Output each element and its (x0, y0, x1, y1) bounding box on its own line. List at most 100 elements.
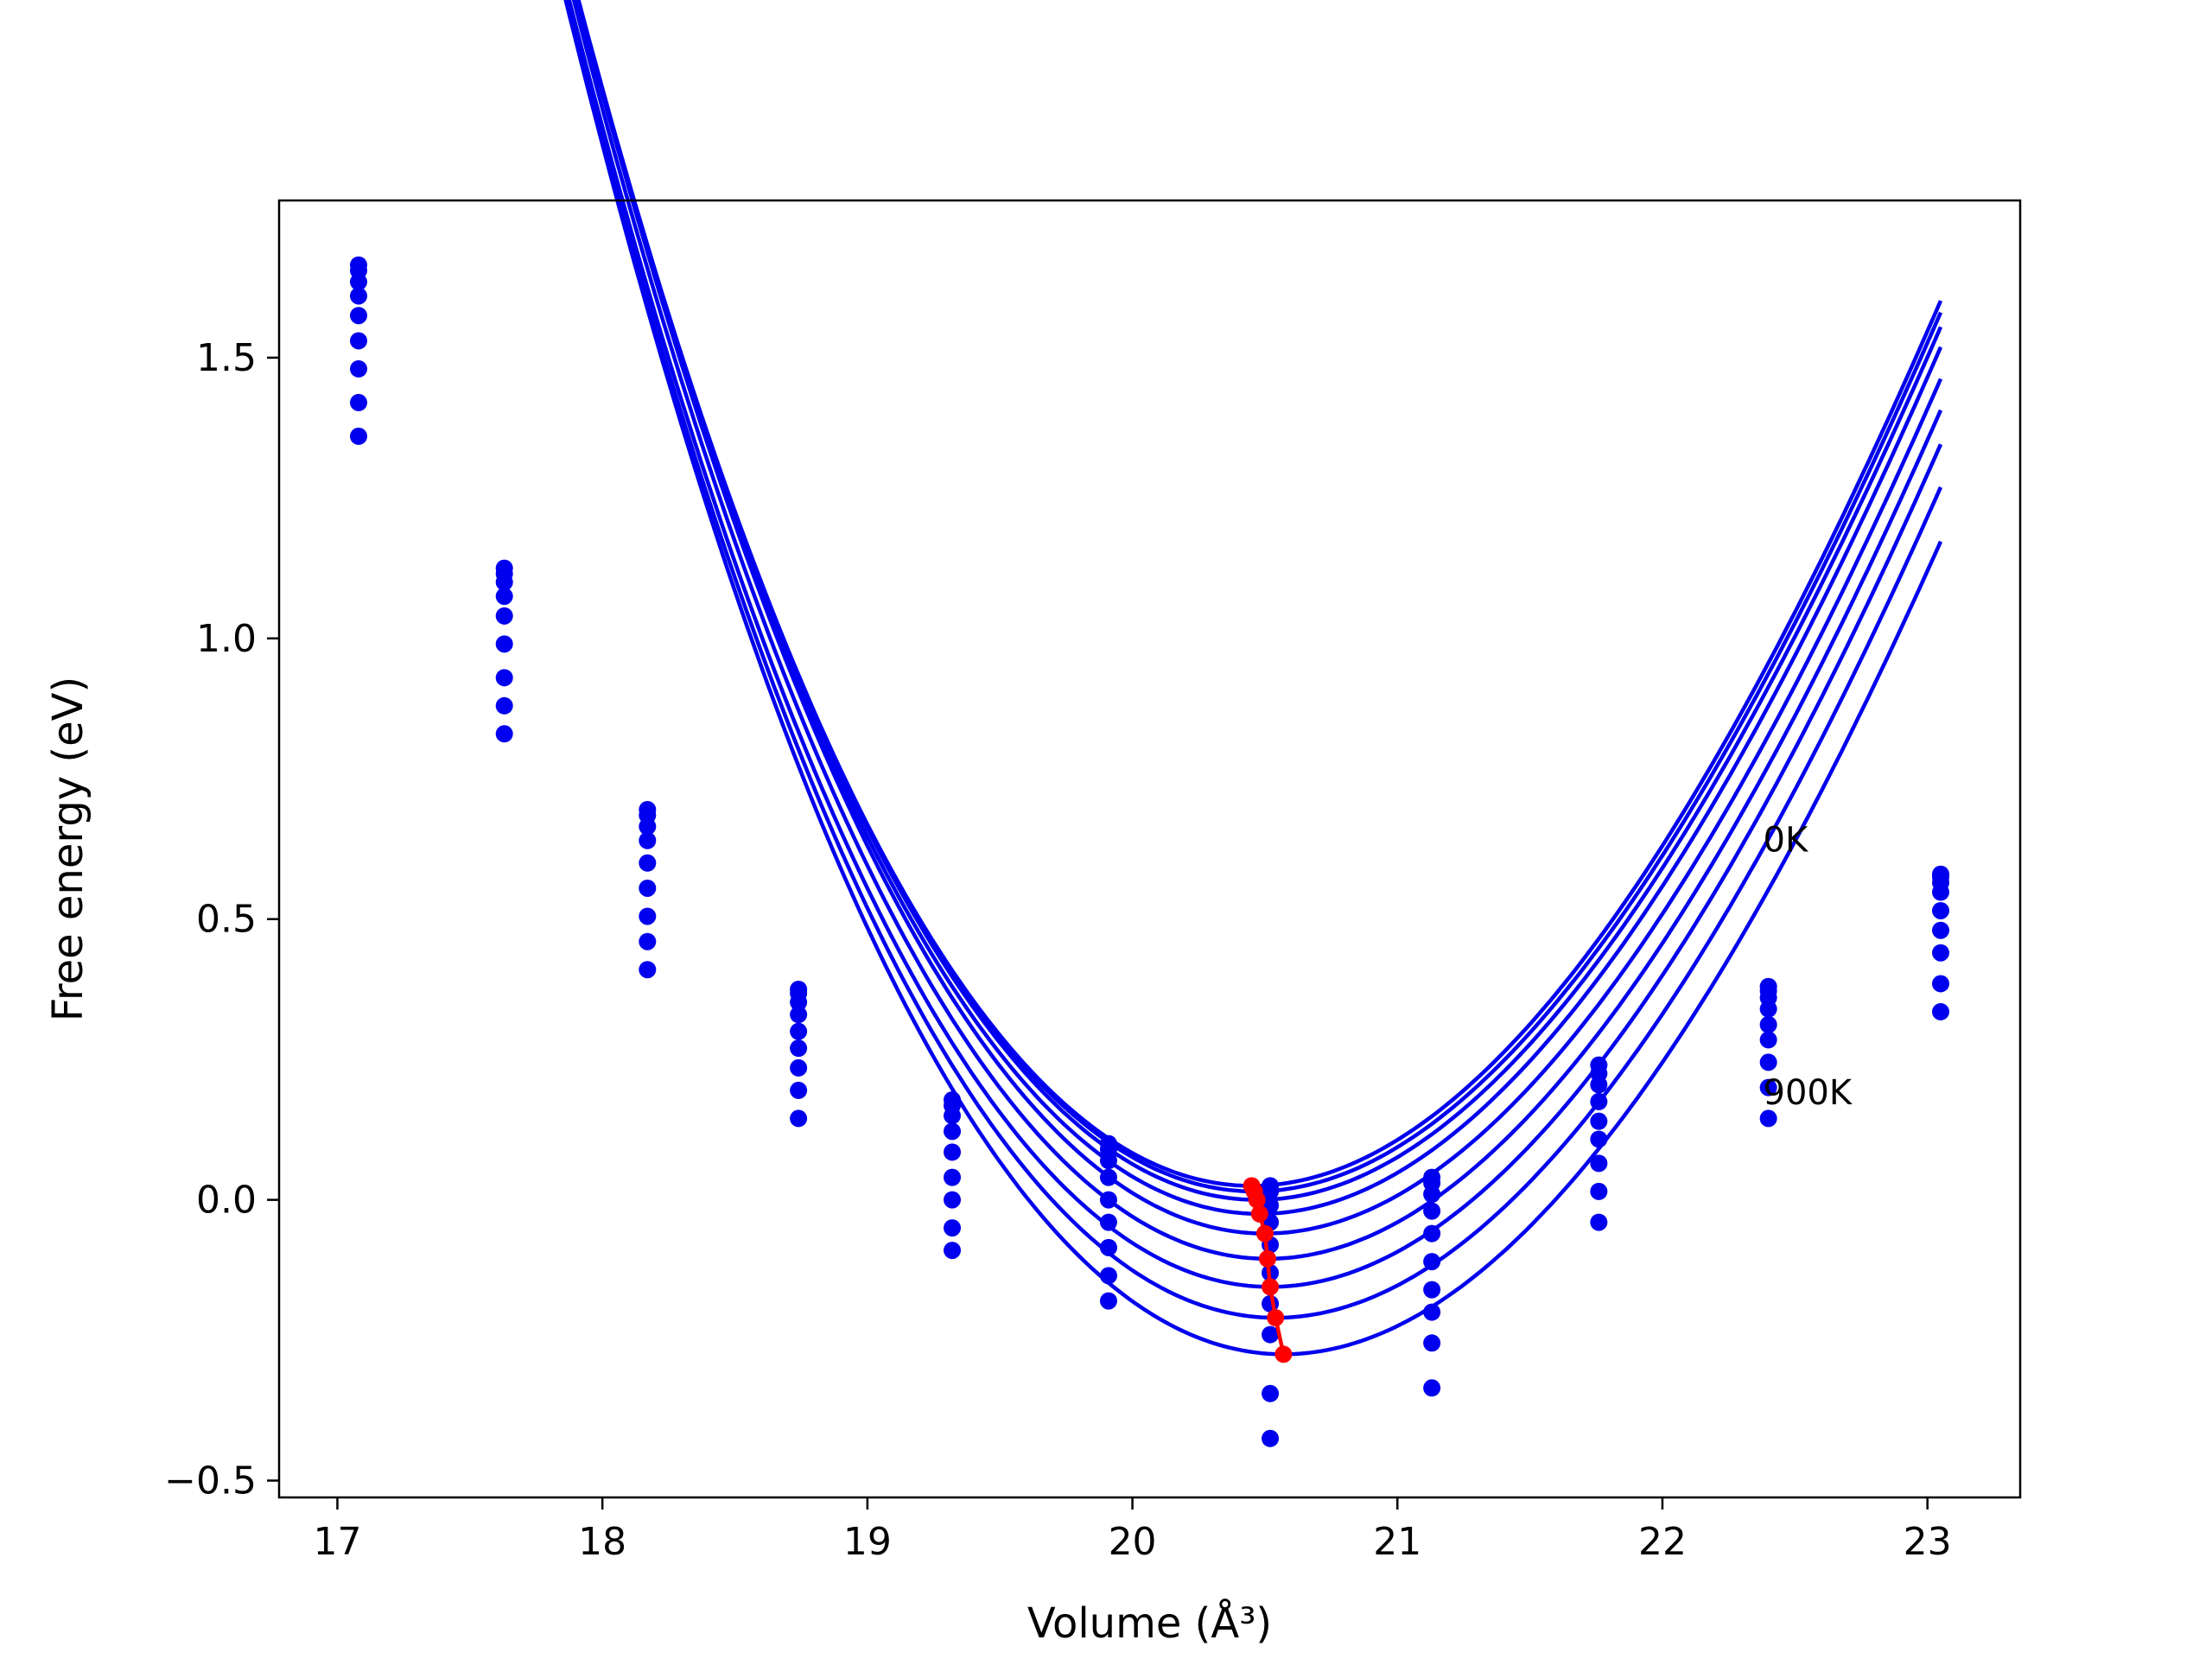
data-point (495, 696, 513, 715)
data-point (1099, 1191, 1117, 1209)
data-point (1099, 1152, 1117, 1170)
data-point (790, 1006, 808, 1024)
data-point (1099, 1213, 1117, 1231)
data-point (639, 817, 657, 836)
data-point (1759, 1015, 1777, 1033)
data-point (495, 725, 513, 743)
curves-layer (563, 0, 1943, 1357)
y-tick-label: −0.5 (164, 1459, 257, 1503)
data-point (1759, 1053, 1777, 1071)
data-point (495, 669, 513, 687)
curve-annotation: 0K (1764, 821, 1809, 861)
data-point (639, 831, 657, 849)
fit-curve-4 (575, 0, 1943, 1236)
data-point (1759, 1078, 1777, 1096)
data-point (944, 1242, 962, 1260)
minimum-point (1255, 1224, 1274, 1243)
data-point (1423, 1202, 1441, 1220)
data-point (1262, 1384, 1280, 1402)
data-point (1099, 1168, 1117, 1186)
data-point (1262, 1325, 1280, 1344)
data-point (1931, 1002, 1949, 1020)
x-axis-label: Volume (Å³) (1027, 1599, 1272, 1648)
data-point (790, 1039, 808, 1058)
data-point (1759, 1031, 1777, 1049)
data-point (639, 879, 657, 897)
data-point (350, 287, 368, 305)
data-point (790, 1058, 808, 1077)
data-point (1590, 1182, 1608, 1200)
minimum-point (1262, 1278, 1280, 1296)
y-tick-label: 1.0 (196, 617, 257, 661)
data-point (1099, 1238, 1117, 1256)
minimum-point (1274, 1345, 1293, 1363)
data-point (350, 307, 368, 325)
fit-curve-6 (567, 0, 1943, 1289)
data-point (1590, 1130, 1608, 1148)
x-tick-label: 22 (1638, 1520, 1687, 1564)
data-point (1423, 1224, 1441, 1243)
data-point (1590, 1112, 1608, 1130)
data-point (1423, 1334, 1441, 1352)
minimum-point (1248, 1191, 1266, 1209)
data-point (1931, 921, 1949, 939)
x-tick-label: 21 (1373, 1520, 1421, 1564)
data-point (1590, 1154, 1608, 1173)
data-point (944, 1122, 962, 1141)
data-point (1590, 1092, 1608, 1110)
fit-curve-7 (564, 0, 1943, 1320)
data-point (1931, 883, 1949, 901)
x-tick-label: 20 (1109, 1520, 1157, 1564)
data-point (1931, 944, 1949, 962)
data-point (1262, 1182, 1280, 1200)
data-point (1931, 975, 1949, 993)
data-point (495, 588, 513, 606)
fit-curve-2 (576, 0, 1943, 1202)
data-point (1423, 1253, 1441, 1271)
x-tick-label: 19 (843, 1520, 892, 1564)
data-point (1423, 1379, 1441, 1397)
minimum-point (1267, 1309, 1285, 1327)
x-tick-label: 18 (578, 1520, 626, 1564)
data-point (1931, 901, 1949, 919)
data-point (350, 332, 368, 350)
x-tick-label: 17 (313, 1520, 361, 1564)
y-axis-label: Free energy (eV) (44, 677, 92, 1021)
data-point (944, 1143, 962, 1161)
data-point (1262, 1429, 1280, 1447)
data-point (495, 607, 513, 625)
data-point (350, 273, 368, 291)
data-point (639, 907, 657, 925)
minimum-point (1258, 1249, 1276, 1268)
data-point (944, 1219, 962, 1237)
fit-curve-3 (575, 0, 1943, 1217)
ticks-layer: 17 18 19 20 21 22 23 −0.5 0.0 0.5 1.0 1.5 (164, 336, 1951, 1564)
fit-curve-5 (571, 0, 1943, 1262)
fit-curve-1 (575, 0, 1943, 1194)
fit-curve-0 (575, 0, 1943, 1188)
data-point (1099, 1267, 1117, 1285)
data-point (790, 993, 808, 1011)
data-point (790, 1022, 808, 1040)
data-point (350, 359, 368, 378)
data-point (944, 1107, 962, 1125)
data-point (1759, 1000, 1777, 1018)
data-point (639, 961, 657, 979)
annotations-layer: 0K 900K (1764, 821, 1853, 1113)
data-point (1590, 1213, 1608, 1231)
data-point (639, 854, 657, 872)
fit-curve-8 (563, 0, 1943, 1357)
data-point (495, 573, 513, 591)
data-point (350, 393, 368, 411)
y-tick-label: 0.5 (196, 898, 257, 942)
points-layer (350, 256, 1949, 1447)
data-point (1759, 1109, 1777, 1128)
data-point (1423, 1303, 1441, 1321)
data-point (944, 1191, 962, 1209)
data-point (790, 1109, 808, 1128)
data-point (350, 427, 368, 445)
data-point (944, 1168, 962, 1186)
plot-frame (277, 199, 2022, 1499)
x-tick-label: 23 (1904, 1520, 1952, 1564)
